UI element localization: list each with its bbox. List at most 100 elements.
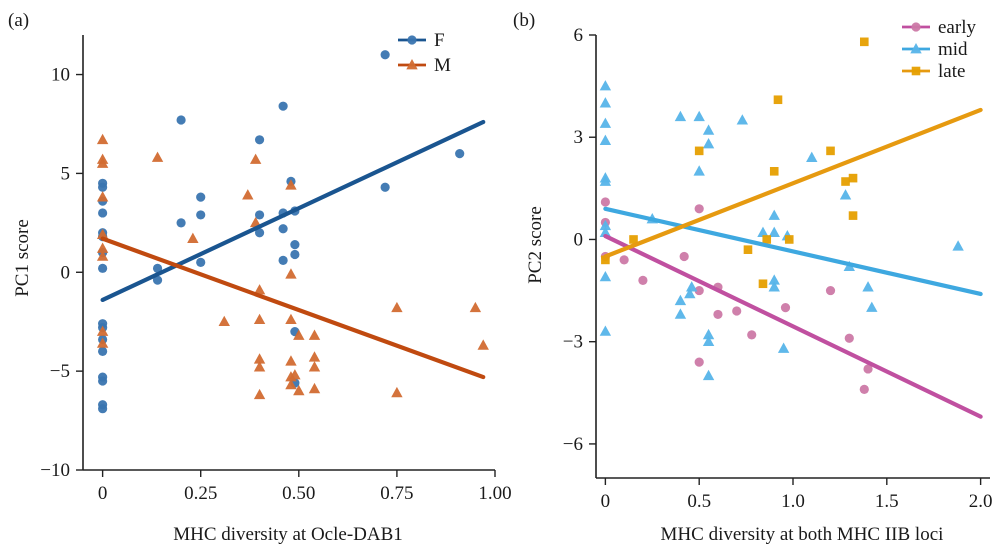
data-point-late	[629, 235, 638, 244]
data-point-f	[196, 210, 206, 220]
data-point-m	[96, 133, 109, 145]
data-point-mid	[599, 219, 612, 231]
data-point-mid	[599, 270, 612, 282]
data-point-m	[96, 191, 109, 202]
x-tick-label: 1.0	[781, 491, 805, 512]
panel-a-axes: 0 0.25 0.50 0.75 1.00 −10 −5 0 5 10	[40, 35, 512, 504]
data-point-mid	[693, 110, 705, 122]
data-point-mid	[685, 281, 698, 292]
data-point-f	[278, 255, 288, 266]
data-point-late	[758, 279, 768, 289]
x-tick-label: 0	[601, 491, 611, 512]
legend-item-mid: mid	[902, 39, 968, 60]
series-m	[96, 133, 489, 400]
data-point-m	[253, 388, 266, 400]
data-point-mid	[736, 114, 749, 125]
data-point-m	[308, 329, 321, 340]
data-point-mid	[684, 287, 696, 299]
data-point-mid	[693, 165, 705, 176]
panel-b-ylabel: PC2 score	[525, 206, 546, 284]
data-point-mid	[674, 308, 687, 319]
data-point-f	[254, 135, 265, 145]
data-point-f	[98, 346, 108, 356]
data-point-m	[391, 301, 403, 313]
data-point-m	[293, 329, 305, 340]
x-tick-label: 0	[98, 483, 108, 504]
data-point-f	[98, 208, 108, 218]
data-point-mid	[702, 124, 715, 135]
data-point-mid	[768, 281, 780, 292]
data-point-early	[863, 364, 873, 374]
data-point-mid	[674, 294, 687, 306]
series-mid	[599, 80, 964, 381]
data-point-f	[254, 210, 265, 220]
data-point-mid	[599, 325, 612, 336]
legend-label: F	[434, 30, 445, 51]
panel-a: (a) 0 0.25 0.50 0.75 1.00 −10 −5 0 5 10 MHC diver…	[8, 10, 512, 545]
legend-label: early	[938, 17, 976, 38]
panel-b-label: (b)	[513, 10, 535, 31]
data-point-m	[242, 189, 254, 200]
fit-line-late	[603, 107, 983, 259]
data-point-early	[780, 303, 791, 313]
y-tick-label: 3	[574, 127, 584, 148]
data-point-m	[391, 386, 403, 398]
data-point-early	[600, 197, 610, 207]
data-point-mid	[702, 328, 715, 340]
fit-line-mid	[603, 206, 983, 297]
y-tick-label: 0	[61, 262, 71, 283]
data-point-m	[253, 284, 266, 295]
legend-item-m: M	[398, 55, 451, 76]
panel-b-xlabel: MHC diversity at both MHC IIB loci	[661, 524, 944, 545]
y-tick-label: 10	[51, 65, 70, 86]
series-f	[98, 50, 465, 414]
data-point-mid	[599, 226, 612, 237]
data-point-mid	[702, 138, 715, 149]
data-point-m	[96, 228, 109, 240]
legend-label: late	[938, 61, 965, 82]
data-point-early	[747, 330, 757, 340]
panel-a-label: (a)	[8, 10, 29, 31]
panel-a-xlabel: MHC diversity at Ocle-DAB1	[173, 524, 403, 545]
series-late	[601, 37, 869, 289]
data-point-f	[278, 224, 288, 234]
legend-marker	[911, 22, 921, 32]
data-point-f	[152, 275, 163, 285]
y-tick-label: 6	[574, 25, 584, 46]
data-point-mid	[777, 342, 790, 353]
data-point-f	[455, 149, 465, 159]
data-point-f	[98, 376, 108, 386]
data-point-m	[308, 351, 321, 362]
data-point-f	[98, 263, 108, 273]
data-point-m	[285, 268, 297, 279]
panel-b-axes: 0 0.5 1.0 1.5 2.0 −6 −3 0 3 6	[563, 25, 993, 512]
legend-marker	[911, 66, 921, 76]
data-point-mid	[702, 335, 715, 347]
data-point-f	[290, 239, 300, 250]
data-point-m	[253, 313, 266, 325]
data-point-mid	[806, 151, 818, 162]
data-point-m	[96, 242, 109, 253]
data-point-m	[308, 382, 321, 394]
legend-marker	[910, 43, 922, 54]
data-point-late	[826, 146, 835, 156]
y-tick-label: 5	[61, 163, 71, 184]
data-point-mid	[702, 369, 715, 381]
data-point-mid	[839, 189, 852, 200]
data-point-late	[743, 245, 753, 254]
data-point-f	[98, 404, 108, 414]
data-point-f	[196, 192, 206, 202]
data-point-f	[254, 228, 265, 238]
data-point-m	[469, 301, 482, 313]
legend-item-late: late	[902, 61, 965, 82]
data-point-late	[848, 173, 858, 183]
data-point-early	[825, 285, 836, 296]
data-point-f	[278, 101, 288, 111]
legend-item-f: F	[398, 30, 445, 51]
data-point-early	[844, 333, 854, 343]
data-point-mid	[599, 80, 612, 91]
data-point-late	[773, 95, 783, 105]
data-point-mid	[768, 226, 780, 237]
data-point-late	[769, 167, 779, 176]
